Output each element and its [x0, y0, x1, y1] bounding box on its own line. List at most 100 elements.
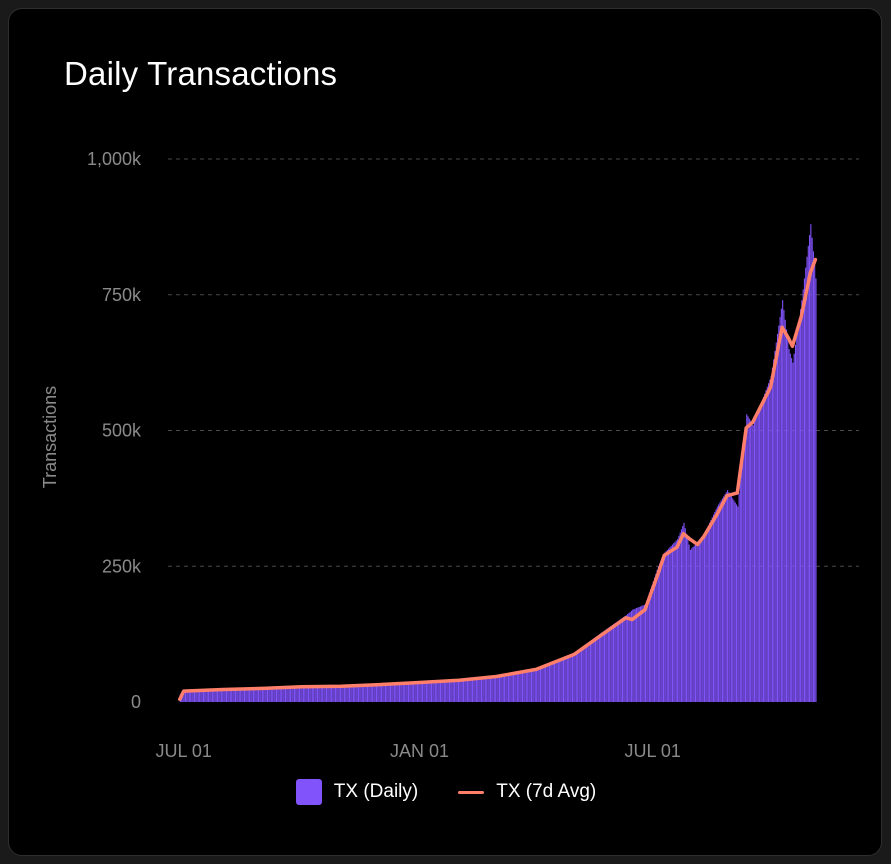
bar [228, 688, 230, 702]
bar [329, 685, 331, 702]
bar [521, 671, 524, 702]
bar [605, 629, 607, 702]
bar [431, 681, 433, 702]
bar [598, 634, 600, 702]
bar [812, 251, 814, 702]
bar [789, 353, 791, 702]
chart-card: Daily Transactions 0 250k 500k 750k 1,000k Tr… [8, 8, 882, 856]
bar [369, 684, 371, 702]
bar [282, 686, 284, 702]
bar [636, 608, 638, 702]
bar [418, 681, 420, 702]
bar [583, 646, 585, 702]
bar [568, 655, 570, 702]
bar [573, 653, 575, 702]
bar [575, 652, 577, 702]
bar [500, 675, 502, 702]
legend-item-avg[interactable]: TX (7d Avg) [458, 781, 596, 803]
bar [607, 627, 609, 702]
x-tick-label: JUL 01 [625, 741, 681, 761]
bar [460, 679, 462, 702]
bar [810, 224, 812, 702]
bar [266, 687, 269, 702]
bar [300, 685, 302, 702]
bar [310, 685, 312, 702]
bar [748, 418, 750, 702]
y-axis-label: Transactions [40, 386, 60, 488]
bar [437, 680, 439, 702]
bar [618, 620, 620, 702]
bar [650, 589, 652, 702]
bar [677, 539, 679, 702]
y-tick-label: 500k [102, 421, 142, 441]
bar [313, 685, 315, 702]
bar [433, 680, 435, 702]
bar [258, 687, 260, 702]
bar [597, 635, 599, 702]
bar [184, 689, 187, 702]
bar [595, 637, 597, 702]
bar [791, 358, 793, 702]
bar [378, 684, 380, 702]
bar [452, 679, 454, 702]
bar [489, 676, 492, 702]
bar [542, 665, 544, 702]
bar [218, 688, 220, 702]
bar [520, 671, 522, 702]
bar [296, 685, 298, 702]
bar [455, 679, 457, 702]
bar [662, 555, 665, 702]
bar [211, 688, 213, 702]
bar [782, 300, 784, 702]
bar [815, 278, 817, 702]
bar [486, 676, 488, 702]
bar [612, 624, 615, 702]
bar [360, 684, 362, 702]
bar [596, 636, 598, 702]
bar [519, 671, 521, 702]
bar [686, 533, 688, 702]
bar [577, 651, 579, 702]
bar [711, 517, 713, 702]
bar [187, 689, 189, 702]
bar [355, 684, 357, 702]
bar [525, 670, 527, 702]
bar [338, 685, 340, 702]
bar [738, 493, 740, 702]
bar [802, 289, 804, 702]
y-tick-label: 250k [102, 556, 142, 576]
bar [696, 542, 698, 702]
bar [473, 677, 475, 702]
bar [352, 684, 354, 702]
bar [700, 538, 702, 702]
legend-item-daily[interactable]: TX (Daily) [295, 779, 418, 805]
bar [669, 547, 671, 702]
bar [776, 333, 779, 702]
bar [241, 687, 243, 702]
bar [283, 686, 285, 702]
bar [683, 522, 685, 702]
bar [400, 682, 402, 702]
bar [322, 685, 324, 702]
bar [398, 683, 401, 702]
bar [292, 686, 294, 702]
bar [351, 684, 353, 702]
bar [698, 539, 700, 702]
bar [447, 679, 449, 702]
bar [427, 681, 429, 702]
bar [475, 677, 477, 702]
bar [290, 686, 292, 702]
bar [559, 659, 561, 702]
bar [415, 682, 417, 702]
bar [405, 682, 407, 702]
bar [805, 267, 807, 702]
bar [190, 689, 192, 702]
legend-swatch-line [458, 790, 485, 794]
bar [446, 680, 448, 702]
bar [510, 673, 512, 702]
bar [773, 359, 775, 702]
bar [389, 683, 392, 702]
bar [254, 687, 256, 702]
bar [250, 687, 252, 702]
bar [401, 682, 403, 702]
